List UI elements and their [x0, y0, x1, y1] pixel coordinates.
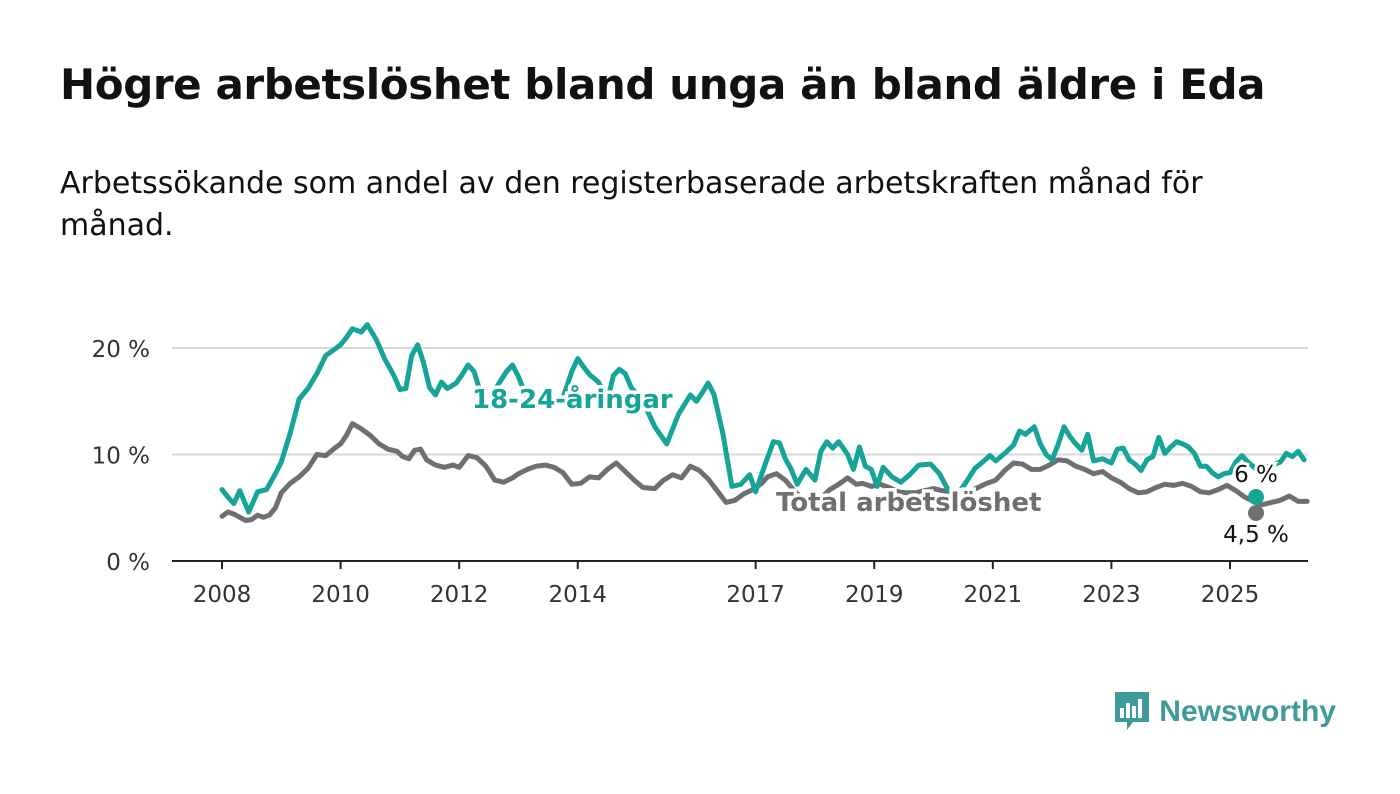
x-tick-label: 2017	[726, 582, 785, 608]
series-label-total: Total arbetslöshet	[776, 488, 1041, 518]
y-tick-label: 20 %	[92, 337, 150, 363]
x-tick-label: 2012	[430, 582, 489, 608]
x-tick-label: 2019	[845, 582, 904, 608]
page-title: Högre arbetslöshet bland unga än bland ä…	[60, 60, 1266, 109]
chart-subtitle: Arbetssökande som andel av den registerb…	[60, 166, 1203, 243]
series-label-youth: 18-24-åringar	[472, 383, 673, 415]
y-tick-label: 10 %	[92, 444, 150, 470]
x-tick-label: 2023	[1082, 582, 1141, 608]
end-value-label-total: 4,5 %	[1223, 522, 1289, 548]
bar-chart-speech-bubble-icon	[1115, 692, 1150, 732]
x-tick-label: 2010	[311, 582, 370, 608]
end-point-youth	[1248, 489, 1264, 505]
series-layer	[219, 322, 1310, 523]
grid-layer	[172, 347, 1308, 456]
x-tick-label: 2025	[1201, 582, 1260, 608]
x-tick-label: 2021	[964, 582, 1023, 608]
brand-logo: Newsworthy	[1115, 692, 1336, 732]
x-tick-label: 2008	[193, 582, 252, 608]
series-line-total	[219, 421, 1310, 523]
label-layer: 6 % 4,5 % 18-24-åringar Total arbetslöshet	[469, 380, 1292, 552]
y-tick-label: 0 %	[106, 550, 150, 576]
brand-name: Newsworthy	[1159, 695, 1336, 728]
end-value-label-youth: 6 %	[1234, 462, 1278, 488]
axis-layer: 0 % 10 % 20 % 2008 2010 2012 2014 2017 2019 2021 2…	[92, 337, 1308, 608]
series-line-youth	[219, 322, 1307, 515]
x-tick-label: 2014	[548, 582, 607, 608]
end-point-total	[1248, 505, 1264, 521]
